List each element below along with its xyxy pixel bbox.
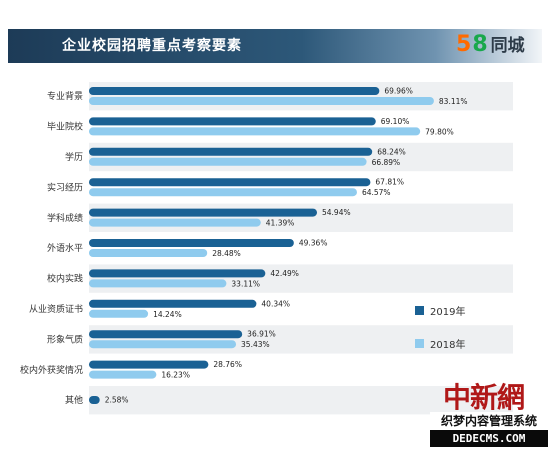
bar-2019 <box>89 360 209 369</box>
watermark-logo: 中新網 <box>443 381 525 414</box>
category-label: 其他 <box>65 394 83 406</box>
value-label-2018: 28.48% <box>212 249 241 258</box>
bar-2018 <box>89 218 261 227</box>
value-label-2018: 79.80% <box>425 127 454 136</box>
value-label-2018: 66.89% <box>372 158 401 167</box>
value-label-2018: 16.23% <box>161 371 190 380</box>
bar-2018 <box>89 249 208 257</box>
category-label: 从业资质证书 <box>29 303 83 315</box>
value-label-2018: 64.57% <box>362 188 391 197</box>
bar-2019 <box>89 117 376 126</box>
value-label-2018: 14.24% <box>153 310 182 319</box>
bar-2019 <box>89 239 294 247</box>
watermark-caption: 织梦内容管理系统 <box>430 412 548 430</box>
bar-2019 <box>89 299 257 308</box>
value-label-2018: 83.11% <box>439 97 468 106</box>
bar-2019 <box>89 330 243 339</box>
bar-2018 <box>89 279 227 288</box>
legend-2019-label: 2019年 <box>430 305 465 318</box>
row-background <box>89 82 513 111</box>
category-label: 学科成绩 <box>47 212 83 224</box>
value-label-2019: 54.94% <box>322 208 351 217</box>
bar-2019 <box>89 396 100 404</box>
category-label: 外语水平 <box>47 242 83 254</box>
category-label: 学历 <box>65 151 83 163</box>
row-background <box>89 325 513 354</box>
value-label-2018: 41.39% <box>266 219 295 228</box>
value-label-2019: 42.49% <box>270 269 299 278</box>
row-background <box>89 203 513 232</box>
category-label: 专业背景 <box>47 90 83 102</box>
bar-2018 <box>89 188 357 197</box>
value-label-2019: 36.91% <box>247 330 276 339</box>
logo-text: 同城 <box>490 36 525 56</box>
logo-digit-5: 5 <box>456 32 472 57</box>
value-label-2018: 35.43% <box>241 340 270 349</box>
bar-2018 <box>89 340 237 349</box>
value-label-2019: 49.36% <box>299 239 328 248</box>
value-label-2019: 67.81% <box>375 178 404 187</box>
bar-2018 <box>89 157 367 166</box>
bar-2019 <box>89 147 373 156</box>
value-label-2019: 28.76% <box>213 360 242 369</box>
bar-2018 <box>89 97 434 105</box>
bar-2019 <box>89 178 371 187</box>
category-label: 校内实践 <box>47 273 83 285</box>
bar-2019 <box>89 269 266 278</box>
legend-2018-swatch <box>415 339 424 348</box>
row-background <box>89 264 513 293</box>
category-label: 实习经历 <box>47 181 83 193</box>
category-label: 校内外获奖情况 <box>20 364 83 376</box>
logo-digit-8: 8 <box>472 32 488 57</box>
value-label-2019: 69.96% <box>384 87 413 96</box>
value-label-2019: 2.58% <box>105 396 129 405</box>
header-band <box>8 29 542 63</box>
value-label-2019: 69.10% <box>381 117 410 126</box>
bar-2018 <box>89 127 421 136</box>
value-label-2018: 33.11% <box>231 279 260 288</box>
brand-logo: 5 8 同城 <box>456 31 525 59</box>
row-background <box>89 386 513 415</box>
category-label: 毕业院校 <box>47 121 83 133</box>
value-label-2019: 40.34% <box>261 299 290 308</box>
chart-title: 企业校园招聘重点考察要素 <box>62 38 242 54</box>
legend-2019-swatch <box>415 306 424 315</box>
category-label: 形象气质 <box>47 333 83 345</box>
row-background <box>89 142 513 172</box>
watermark-url: DEDECMS.COM <box>430 430 548 447</box>
legend-2018-label: 2018年 <box>430 338 465 351</box>
bar-2019 <box>89 87 380 95</box>
bar-2018 <box>89 309 149 318</box>
value-label-2019: 68.24% <box>377 147 406 156</box>
bar-2019 <box>89 208 318 217</box>
bar-2018 <box>89 370 157 379</box>
